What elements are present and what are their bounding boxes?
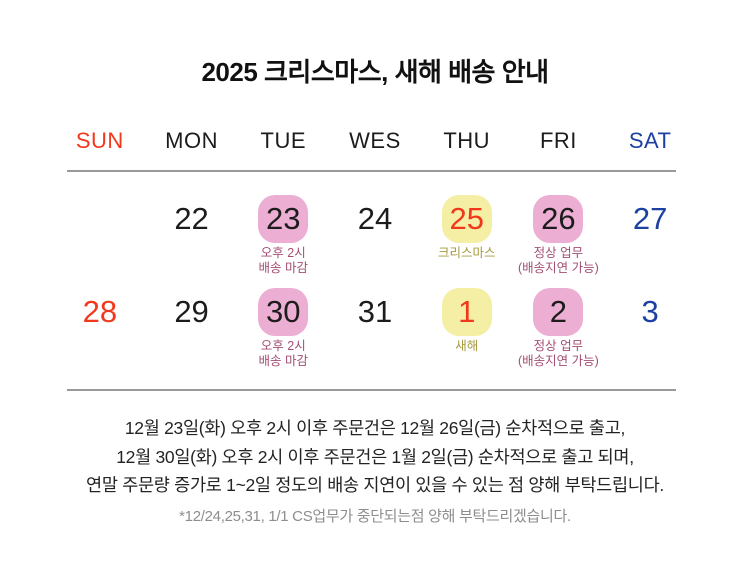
weekday-thu: THU <box>443 128 491 153</box>
divider-bottom <box>67 389 676 391</box>
day-number-pink-badge: 26 <box>533 195 584 243</box>
day-note-line: (배송지연 가능) <box>518 354 599 368</box>
day-cell-22: 22 <box>146 195 238 276</box>
day-cell-empty <box>54 195 146 276</box>
day-note: 새해 <box>455 339 478 354</box>
day-number-yellow-badge: 1 <box>441 288 492 336</box>
day-number <box>75 195 125 243</box>
weekday-sat: SAT <box>628 128 672 153</box>
calendar-week-2: 28 29 30 오후 2시 배송 마감 31 1 새해 2 정상 업무 (배송… <box>54 288 696 369</box>
day-number: 28 <box>82 294 118 329</box>
day-cell-31: 31 <box>329 288 421 369</box>
day-cell-23: 23 오후 2시 배송 마감 <box>237 195 329 276</box>
weekday-sun: SUN <box>75 128 124 153</box>
calendar-week-1: 22 23 오후 2시 배송 마감 24 25 크리스마스 26 정상 업무 (… <box>54 195 696 276</box>
day-cell-26: 26 정상 업무 (배송지연 가능) <box>513 195 605 276</box>
day-cell-2: 2 정상 업무 (배송지연 가능) <box>513 288 605 369</box>
day-note: 오후 2시 배송 마감 <box>259 339 308 369</box>
day-cell-27: 27 <box>604 195 696 276</box>
day-cell-1: 1 새해 <box>421 288 513 369</box>
day-note-line: 새해 <box>455 339 479 353</box>
day-number: 22 <box>174 201 209 236</box>
day-note: 크리스마스 <box>438 246 496 261</box>
day-note-line: 크리스마스 <box>437 246 496 260</box>
page-title: 2025 크리스마스, 새해 배송 안내 <box>201 57 549 87</box>
day-number-yellow-badge: 25 <box>441 195 492 243</box>
day-cell-29: 29 <box>146 288 238 369</box>
day-number-pink-badge: 2 <box>533 288 584 336</box>
weekday-mon: MON <box>165 128 218 153</box>
weekday-fri: FRI <box>539 128 577 153</box>
notice-line-3: 연말 주문량 증가로 1~2일 정도의 배송 지연이 있을 수 있는 점 양해 … <box>86 475 664 495</box>
day-note: 정상 업무 (배송지연 가능) <box>518 339 599 369</box>
day-number: 24 <box>357 201 393 236</box>
cs-footnote: *12/24,25,31, 1/1 CS업무가 중단되는점 양해 부탁드리겠습니… <box>179 508 571 525</box>
day-number-pink-badge: 23 <box>258 195 309 243</box>
day-cell-25: 25 크리스마스 <box>421 195 513 276</box>
day-number: 3 <box>641 294 659 329</box>
day-note-line: 오후 2시 <box>260 339 306 353</box>
day-note-line: 배송 마감 <box>258 261 309 275</box>
day-number: 29 <box>174 294 209 329</box>
day-note: 정상 업무 (배송지연 가능) <box>518 246 599 276</box>
day-note-line: 오후 2시 <box>260 246 306 260</box>
day-cell-24: 24 <box>329 195 421 276</box>
day-cell-3: 3 <box>604 288 696 369</box>
day-note: 오후 2시 배송 마감 <box>259 246 308 276</box>
day-note-line: 정상 업무 <box>533 339 584 353</box>
day-note-line: 정상 업무 <box>533 246 584 260</box>
day-number: 27 <box>632 201 668 236</box>
weekday-tue: TUE <box>260 128 307 153</box>
day-note-line: 배송 마감 <box>258 354 309 368</box>
weekday-wes: WES <box>349 128 401 153</box>
day-cell-30: 30 오후 2시 배송 마감 <box>237 288 329 369</box>
day-note-line: (배송지연 가능) <box>518 261 599 275</box>
shipping-notice: 12월 23일(화) 오후 2시 이후 주문건은 12월 26일(금) 순차적으… <box>0 414 750 500</box>
weekday-header-row: SUN MON TUE WES THU FRI SAT <box>54 128 696 154</box>
day-number: 31 <box>357 294 393 329</box>
day-number-pink-badge: 30 <box>258 288 309 336</box>
notice-line-2: 12월 30일(화) 오후 2시 이후 주문건은 1월 2일(금) 순차적으로 … <box>116 446 634 467</box>
divider-top <box>67 170 676 172</box>
notice-line-1: 12월 23일(화) 오후 2시 이후 주문건은 12월 26일(금) 순차적으… <box>124 418 626 438</box>
day-cell-28: 28 <box>54 288 146 369</box>
